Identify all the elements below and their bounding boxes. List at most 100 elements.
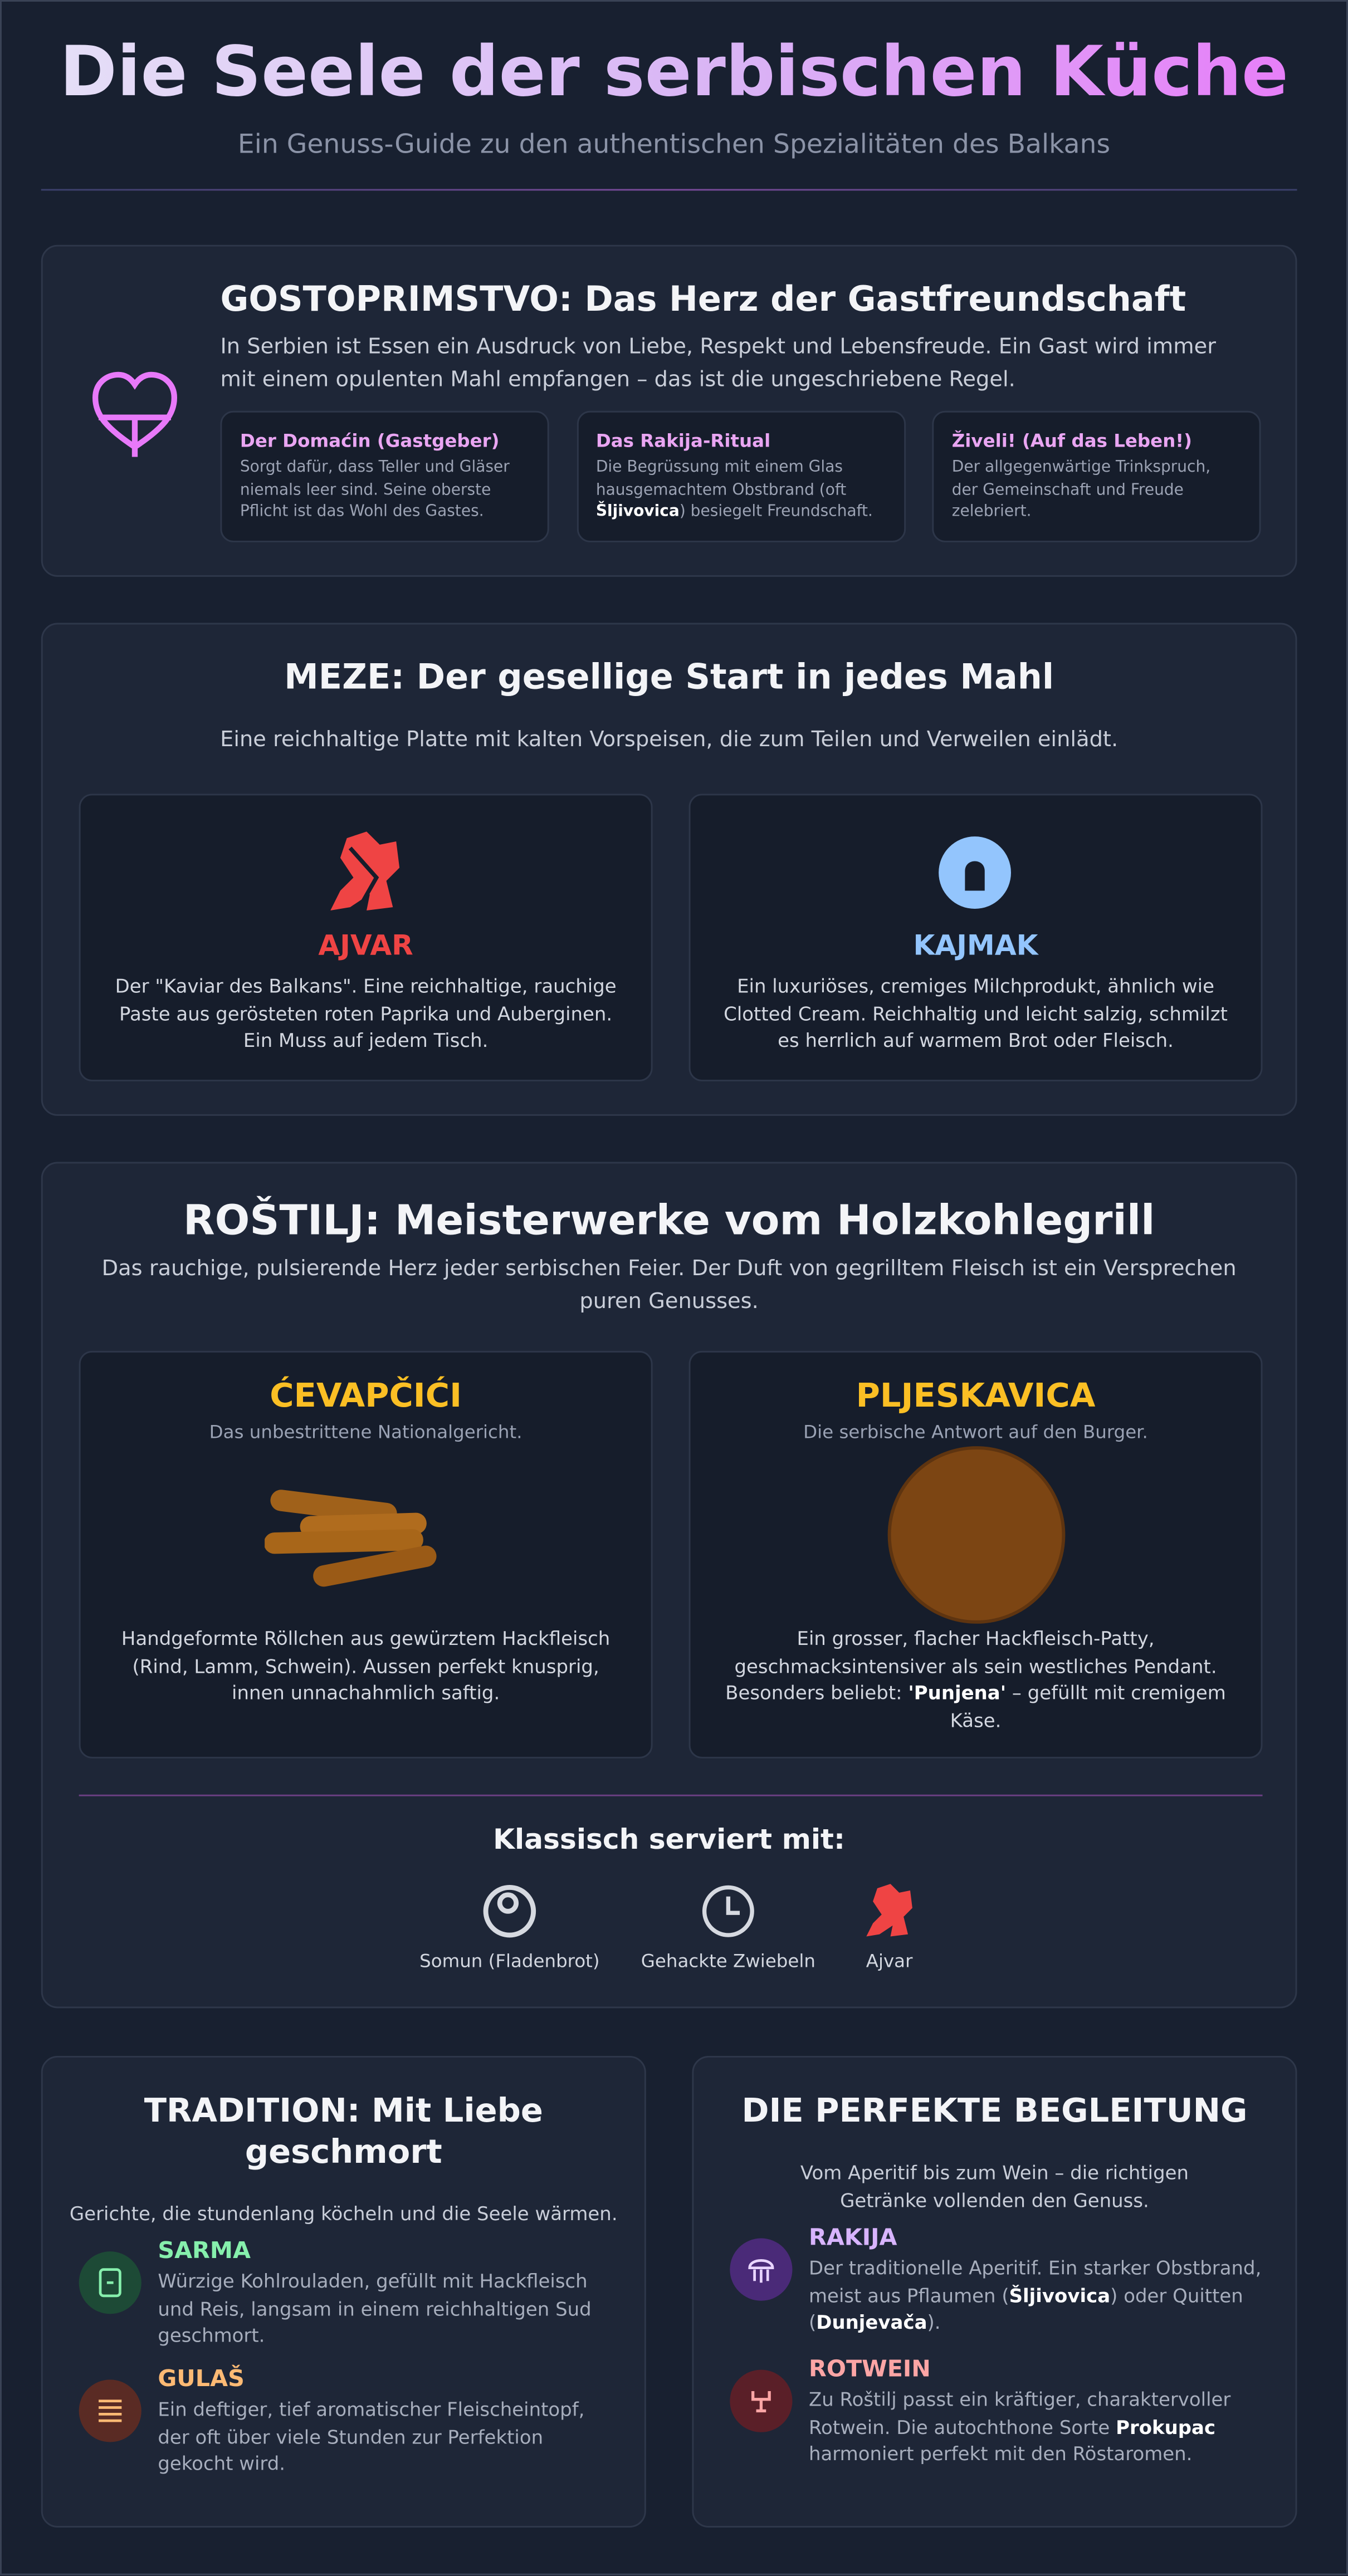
title: Die Seele der serbischen Küche <box>2 31 1346 112</box>
text: Ein deftiger, tief aromatischer Fleische… <box>158 2397 585 2475</box>
onion-icon <box>702 1885 754 1937</box>
text: Handgeformte Röllchen aus gewürztem Hack… <box>121 1627 610 1705</box>
item-icon <box>79 2379 141 2442</box>
kajmak-icon <box>939 836 1012 909</box>
bold-text: Šljivovica <box>1009 2283 1111 2307</box>
path-shape <box>99 414 171 457</box>
drinks-section: DIE PERFEKTE BEGLEITUNG Vom Aperitif bis… <box>692 2055 1297 2528</box>
section-title: GOSTOPRIMSTVO: Das Herz der Gastfreundsc… <box>220 279 1186 319</box>
path-shape <box>348 846 379 902</box>
item-text: Handgeformte Röllchen aus gewürztem Hack… <box>110 1625 622 1707</box>
item-text: Der traditionelle Aperitif. Ein starker … <box>809 2255 1269 2336</box>
cevapcici-image <box>265 1490 437 1587</box>
card-title: Das Rakija-Ritual <box>595 430 771 452</box>
text: ) besiegelt Freundschaft. <box>679 503 873 521</box>
text: Zu Roštilj passt ein kräftiger, charakte… <box>809 2388 1231 2438</box>
section-title: DIE PERFEKTE BEGLEITUNG <box>741 2090 1248 2130</box>
somun-icon <box>483 1885 536 1938</box>
meze-section: MEZE: Der gesellige Start in jedes Mahl … <box>41 623 1297 1116</box>
served-label: Gehackte Zwiebeln <box>641 1951 815 1972</box>
path-shape <box>748 2259 774 2270</box>
text: Ein grosser, flacher Hackfleisch-Patty, … <box>725 1627 1217 1705</box>
icon <box>99 2399 122 2422</box>
bold-text: Šljivovica <box>595 503 680 521</box>
ajvar-icon <box>866 1884 912 1937</box>
text: Der traditionelle Aperitif. Ein starker … <box>809 2256 1262 2307</box>
grill-card: ĆEVAPČIĆI Das unbestrittene Nationalgeri… <box>79 1350 653 1759</box>
tradition-section: TRADITION: Mit Liebe geschmort Gerichte,… <box>41 2055 646 2528</box>
item-icon <box>79 2251 141 2314</box>
g-shape <box>753 2269 769 2283</box>
item-name: PLJESKAVICA <box>856 1375 1096 1416</box>
bold-text: Dunjevača <box>816 2310 927 2334</box>
meze-card: AJVAR Der "Kaviar des Balkans". Eine rei… <box>79 794 653 1081</box>
text: harmoniert perfekt mit den Röstaromen. <box>809 2442 1193 2465</box>
hospitality-section: GOSTOPRIMSTVO: Das Herz der Gastfreundsc… <box>41 244 1297 577</box>
section-text: Gerichte, die stundenlang köcheln und di… <box>69 2202 618 2225</box>
text: – gefüllt mit cremigem Käse. <box>950 1681 1226 1732</box>
circle-shape <box>702 1885 754 1937</box>
path-shape <box>751 2391 771 2413</box>
card-text: Der allgegenwärtige Trinkspruch, der Gem… <box>952 457 1241 523</box>
section-title: ROŠTILJ: Meisterwerke vom Holzkohlegrill <box>183 1196 1155 1245</box>
path-shape <box>92 371 177 450</box>
line-shape <box>265 1529 423 1554</box>
grill-card: PLJESKAVICA Die serbische Antwort auf de… <box>688 1350 1263 1759</box>
item: SARMA Würzige Kohlrouladen, gefüllt mit H… <box>158 2239 618 2349</box>
item: GULAŠ Ein deftiger, tief aromatischer Fle… <box>158 2367 618 2477</box>
path-shape <box>965 861 985 891</box>
section-text: Das rauchige, pulsierende Herz jeder ser… <box>101 1257 1237 1315</box>
section-text: In Serbien ist Essen ein Ausdruck von Li… <box>220 335 1217 393</box>
divider <box>41 189 1297 191</box>
text: Die Begrüssung mit einem Glas hausgemach… <box>595 458 847 499</box>
path-shape <box>330 831 400 910</box>
item-name: RAKIJA <box>809 2225 897 2252</box>
card-title: Der Domaćin (Gastgeber) <box>240 430 500 452</box>
item-text: Zu Roštilj passt ein kräftiger, charakte… <box>809 2386 1269 2467</box>
circle-shape <box>483 1885 536 1938</box>
text: Der allgegenwärtige Trinkspruch, der Gem… <box>951 458 1211 521</box>
header: Die Seele der serbischen Küche Ein Genus… <box>2 31 1346 159</box>
divider <box>79 1794 1263 1796</box>
item-icon <box>730 2238 793 2301</box>
item-text: Der "Kaviar des Balkans". Eine reichhalt… <box>115 974 617 1052</box>
line-shape <box>300 1512 427 1537</box>
path-shape <box>866 1884 912 1937</box>
card-title: Živeli! (Auf das Leben!) <box>951 430 1192 452</box>
item-tagline: Das unbestrittene Nationalgericht. <box>209 1421 522 1443</box>
item-tagline: Die serbische Antwort auf den Burger. <box>803 1421 1148 1443</box>
item-name: KAJMAK <box>913 930 1038 963</box>
text: ). <box>927 2310 941 2334</box>
card-text: Die Begrüssung mit einem Glas hausgemach… <box>596 457 885 523</box>
ajvar-icon <box>330 831 400 910</box>
icon <box>751 2391 771 2413</box>
info-card: Der Domaćin (Gastgeber) Sorgt dafür, dass… <box>220 410 549 542</box>
bold-text: 'Punjena' <box>908 1681 1007 1705</box>
section-title: TRADITION: Mit Liebe geschmort <box>144 2090 543 2171</box>
info-card: Das Rakija-Ritual Die Begrüssung mit eine… <box>576 410 905 542</box>
item-name: SARMA <box>158 2238 251 2265</box>
served-label: Ajvar <box>866 1951 913 1972</box>
item: RAKIJA Der traditionelle Aperitif. Ein st… <box>809 2225 1269 2336</box>
text: ) oder Quitten ( <box>809 2283 1243 2334</box>
item-text: Ein deftiger, tief aromatischer Fleische… <box>158 2396 618 2477</box>
item-name: ĆEVAPČIĆI <box>270 1375 462 1416</box>
heart-icon <box>92 371 177 457</box>
section-title: MEZE: Der gesellige Start in jedes Mahl <box>284 657 1054 697</box>
line-shape <box>313 1545 437 1587</box>
circle-shape <box>887 1446 1066 1624</box>
rostilj-section: ROŠTILJ: Meisterwerke vom Holzkohlegrill… <box>41 1162 1297 2009</box>
item-icon <box>730 2369 793 2432</box>
subtitle: Ein Genuss-Guide zu den authentischen Sp… <box>237 128 1111 160</box>
rect-shape <box>99 2268 121 2298</box>
item-text: Würzige Kohlrouladen, gefüllt mit Hackfl… <box>158 2268 618 2349</box>
pljeskavica-image <box>887 1446 1066 1624</box>
path-shape <box>726 1896 740 1915</box>
item-name: GULAŠ <box>158 2366 245 2393</box>
card-text: Sorgt dafür, dass Teller und Gläser niem… <box>240 457 529 523</box>
item-text: Ein grosser, flacher Hackfleisch-Patty, … <box>720 1625 1232 1734</box>
text: Würzige Kohlrouladen, gefüllt mit Hackfl… <box>158 2269 592 2347</box>
section-text: Vom Aperitif bis zum Wein – die richtige… <box>800 2161 1189 2211</box>
